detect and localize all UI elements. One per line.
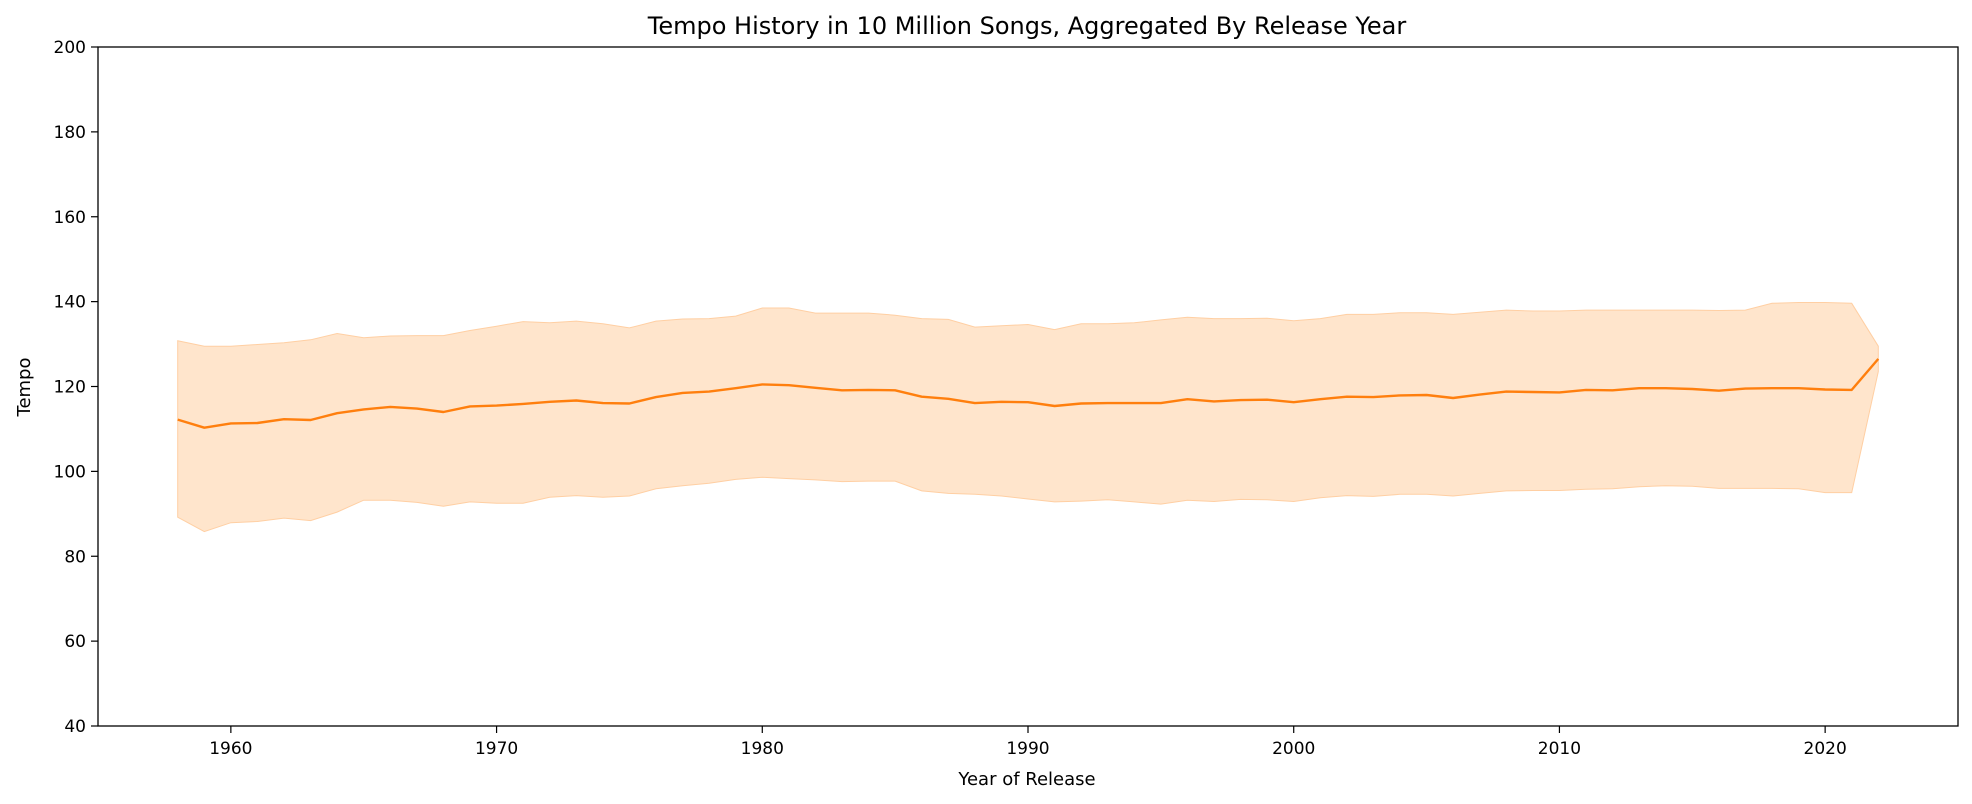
y-tick-label: 200 bbox=[54, 38, 86, 58]
x-tick-label: 2000 bbox=[1272, 739, 1315, 759]
y-tick-label: 180 bbox=[54, 123, 86, 143]
y-tick-label: 120 bbox=[54, 378, 86, 398]
y-tick-label: 80 bbox=[64, 547, 86, 567]
x-tick-label: 1990 bbox=[1006, 739, 1049, 759]
x-tick-label: 1960 bbox=[209, 739, 252, 759]
confidence-band bbox=[177, 302, 1879, 533]
series-line bbox=[177, 358, 1880, 429]
y-tick-label: 160 bbox=[54, 208, 86, 228]
x-axis-label: Year of Release bbox=[957, 769, 1095, 790]
x-tick-label: 1970 bbox=[475, 739, 518, 759]
y-tick-label: 140 bbox=[54, 293, 86, 313]
x-tick-label: 2020 bbox=[1804, 739, 1847, 759]
axes: 1960 1970 1980 1990 2000 2010 2020 40 60 80 100 120… bbox=[54, 38, 1959, 759]
y-axis-label: Tempo bbox=[14, 358, 35, 418]
x-tick-label: 2010 bbox=[1538, 739, 1581, 759]
y-tick-label: 60 bbox=[64, 632, 86, 652]
y-tick-label: 100 bbox=[54, 462, 86, 482]
y-tick-label: 40 bbox=[64, 717, 86, 737]
plot-area bbox=[177, 302, 1880, 533]
chart-title: Tempo History in 10 Million Songs, Aggre… bbox=[647, 12, 1407, 40]
x-tick-label: 1980 bbox=[741, 739, 784, 759]
